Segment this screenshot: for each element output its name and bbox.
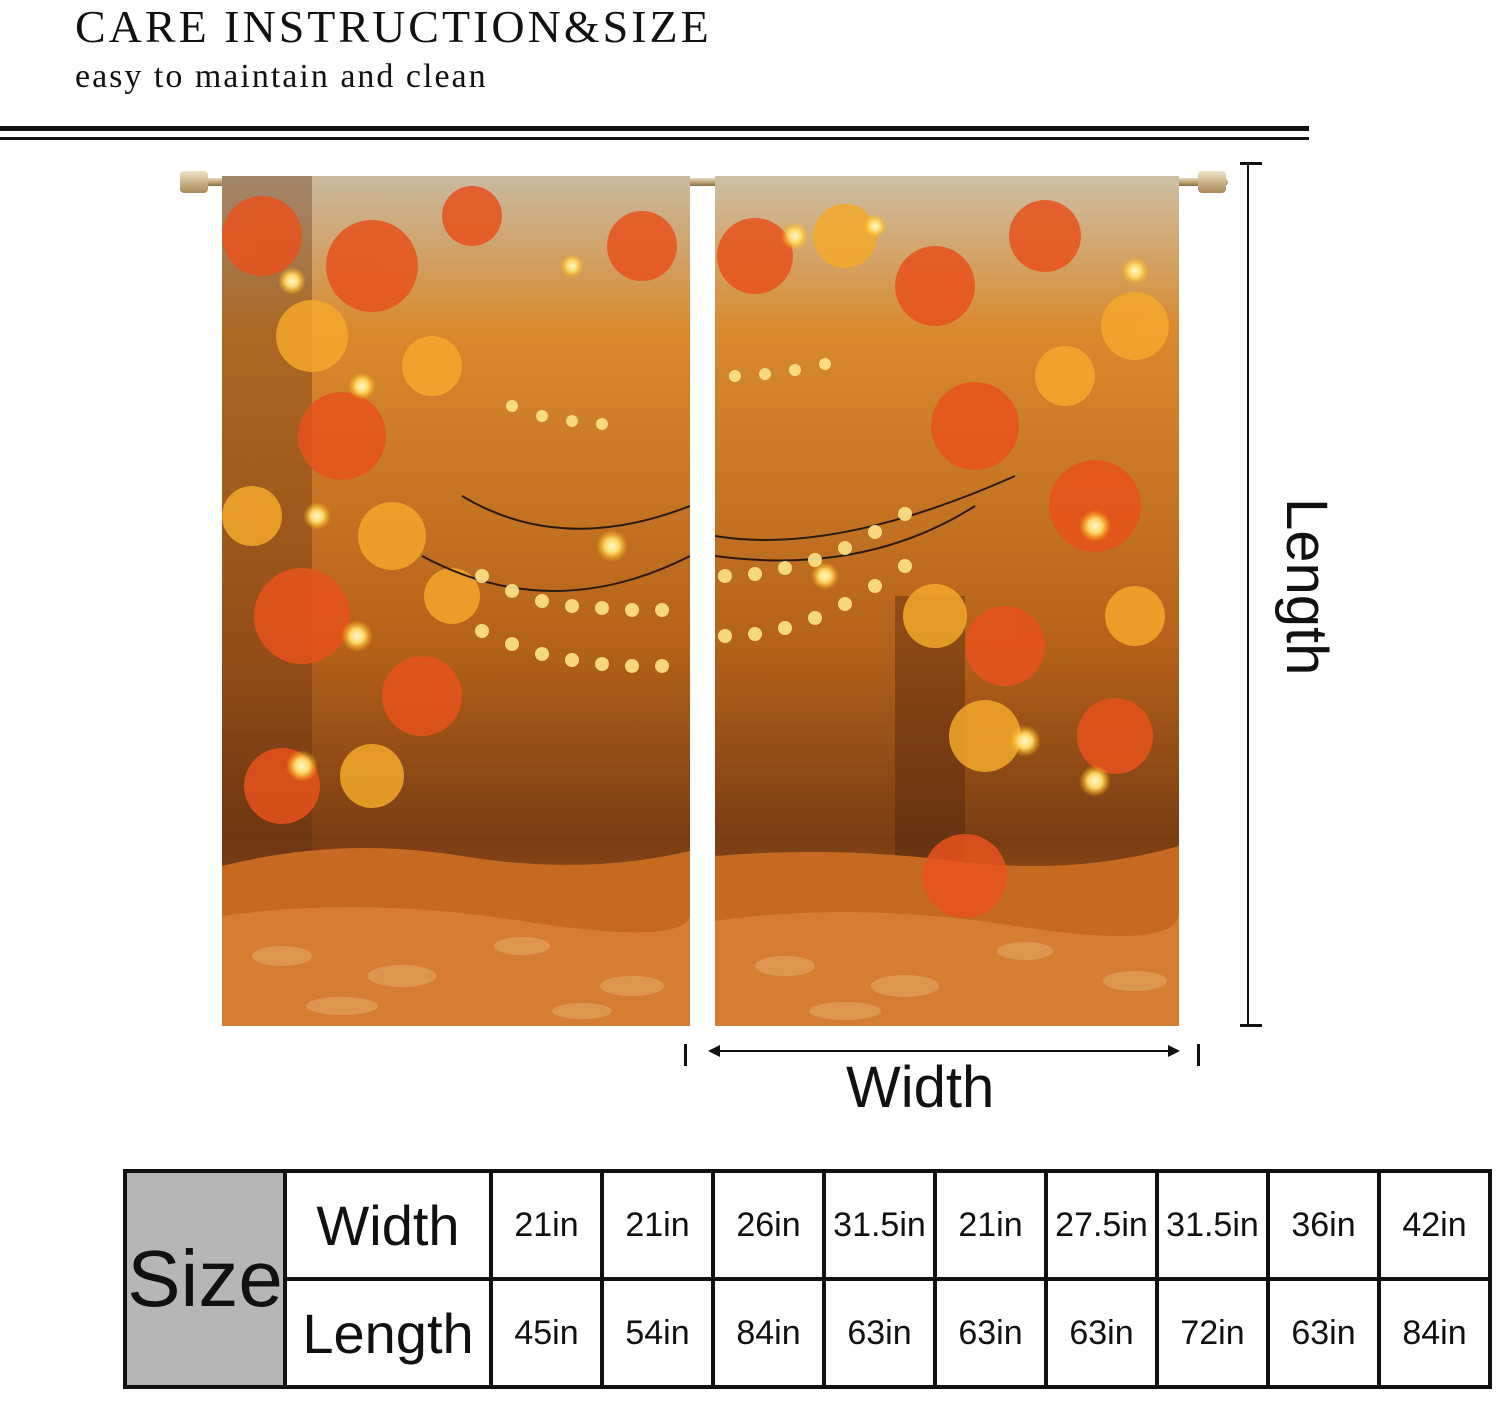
size-table-width-cell: 21in bbox=[489, 1169, 604, 1281]
length-dimension-line bbox=[1247, 163, 1249, 1025]
size-table-length-cell: 84in bbox=[1377, 1277, 1492, 1389]
size-table-width-cell: 42in bbox=[1377, 1169, 1492, 1281]
size-table-length-cell: 84in bbox=[711, 1277, 826, 1389]
size-table-length-cell: 63in bbox=[822, 1277, 937, 1389]
width-dimension-arrow-right bbox=[1168, 1045, 1180, 1057]
size-table-length-cell: 72in bbox=[1155, 1277, 1270, 1389]
size-table-width-cell: 31.5in bbox=[1155, 1169, 1270, 1281]
length-label: Length bbox=[1274, 498, 1339, 676]
size-table-width-cell: 31.5in bbox=[822, 1169, 937, 1281]
size-table-length-cell: 63in bbox=[1266, 1277, 1381, 1389]
curtain-rod-finial-left bbox=[180, 171, 208, 193]
size-table-row-length: Length 45in 54in 84in 63in 63in 63in 72i… bbox=[125, 1277, 1492, 1389]
divider-thick bbox=[0, 126, 1309, 131]
size-table-width-cell: 36in bbox=[1266, 1169, 1381, 1281]
page-title: CARE INSTRUCTION&SIZE bbox=[75, 1, 712, 52]
size-table-width-header: Width bbox=[283, 1169, 493, 1281]
curtain-rod bbox=[180, 178, 1228, 186]
size-table-width-cell: 27.5in bbox=[1044, 1169, 1159, 1281]
length-dimension-tick-top bbox=[1240, 162, 1262, 165]
curtain-rod-finial-right bbox=[1198, 171, 1226, 193]
size-table-length-cell: 45in bbox=[489, 1277, 604, 1389]
width-dimension-arrow-left bbox=[708, 1045, 720, 1057]
size-table-length-header: Length bbox=[283, 1277, 493, 1389]
width-dimension-line bbox=[710, 1050, 1178, 1052]
size-table-width-cell: 21in bbox=[600, 1169, 715, 1281]
page-subtitle: easy to maintain and clean bbox=[75, 58, 488, 95]
curtain-panel-right bbox=[715, 176, 1179, 1026]
size-table-length-cell: 63in bbox=[933, 1277, 1048, 1389]
width-dimension-tick-right bbox=[1197, 1044, 1200, 1066]
size-table-width-cell: 26in bbox=[711, 1169, 826, 1281]
size-table-width-cell: 21in bbox=[933, 1169, 1048, 1281]
length-dimension-tick-bottom bbox=[1240, 1024, 1262, 1027]
size-table-length-cell: 63in bbox=[1044, 1277, 1159, 1389]
size-table-label: Size bbox=[123, 1169, 287, 1389]
curtain-panel-left bbox=[222, 176, 690, 1026]
size-table-row-width: Size Width 21in 21in 26in 31.5in 21in 27… bbox=[123, 1169, 1492, 1389]
size-table-length-cell: 54in bbox=[600, 1277, 715, 1389]
divider-thin bbox=[0, 137, 1309, 140]
width-label: Width bbox=[846, 1055, 995, 1120]
size-table: Size Width 21in 21in 26in 31.5in 21in 27… bbox=[123, 1169, 1492, 1389]
width-dimension-tick-left bbox=[684, 1044, 687, 1066]
